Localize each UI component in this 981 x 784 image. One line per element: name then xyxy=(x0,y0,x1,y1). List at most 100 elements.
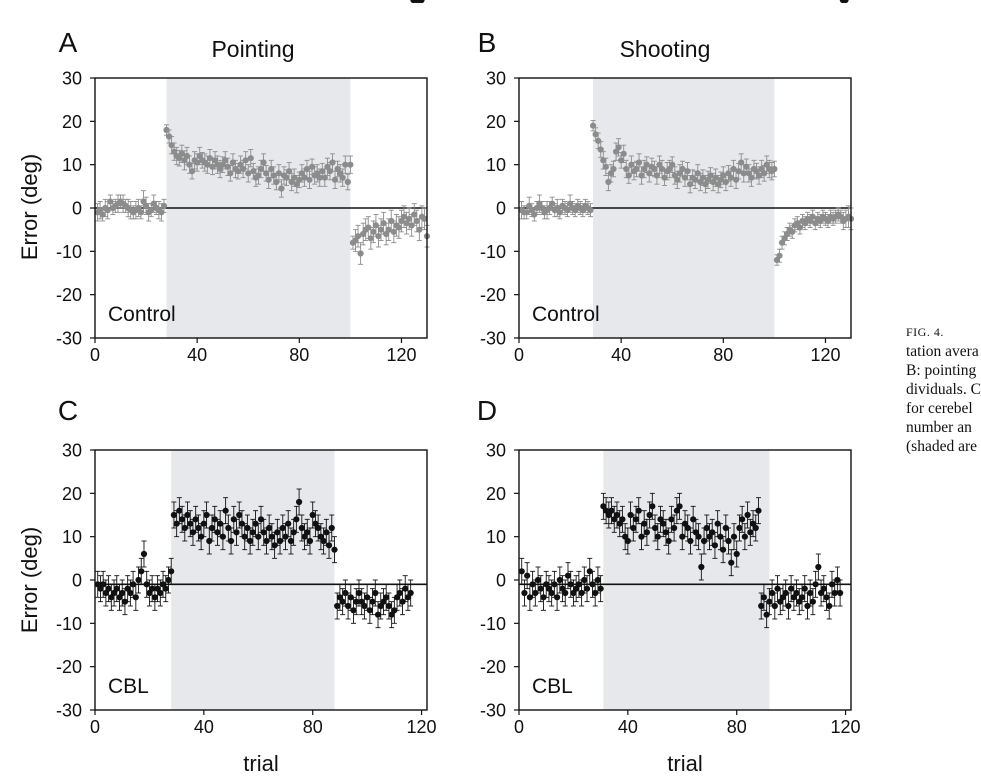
data-point xyxy=(168,142,175,149)
data-point xyxy=(635,159,643,166)
data-point xyxy=(230,516,237,523)
data-point xyxy=(250,168,257,175)
data-point xyxy=(789,228,796,235)
data-point xyxy=(549,200,556,207)
group-label: Control xyxy=(108,303,176,326)
data-point xyxy=(331,176,339,183)
data-point xyxy=(828,581,836,588)
data-point xyxy=(357,250,364,257)
data-point xyxy=(809,213,816,220)
data-point xyxy=(268,533,275,540)
data-point xyxy=(163,126,170,134)
data-point xyxy=(567,581,574,588)
data-point xyxy=(236,511,243,519)
data-point xyxy=(684,168,691,175)
x-tick-label: 80 xyxy=(289,345,309,365)
data-point xyxy=(329,159,336,166)
data-point xyxy=(553,594,561,601)
x-tick-label: 80 xyxy=(713,345,733,365)
y-tick-label: -20 xyxy=(56,657,82,677)
data-point xyxy=(651,165,658,173)
data-point xyxy=(763,611,770,618)
data-point xyxy=(646,511,653,519)
data-point xyxy=(361,602,368,610)
y-tick-label: -30 xyxy=(480,701,506,721)
caption-line-7: (shaded are xyxy=(906,438,977,455)
data-point xyxy=(244,524,251,532)
data-point xyxy=(638,533,645,540)
y-tick-label: 20 xyxy=(62,484,82,504)
data-point xyxy=(610,165,617,173)
data-point xyxy=(826,602,833,610)
data-point xyxy=(399,598,406,605)
data-point xyxy=(562,589,569,597)
data-point xyxy=(203,511,210,519)
data-point xyxy=(119,589,126,597)
y-tick-label: 10 xyxy=(486,155,506,175)
data-point xyxy=(233,529,240,536)
data-point xyxy=(304,529,311,536)
caption-line-2: tation avera xyxy=(906,343,979,360)
x-tick-label: 80 xyxy=(727,717,747,737)
data-point xyxy=(782,589,789,597)
data-point xyxy=(282,533,289,540)
data-point xyxy=(222,157,229,164)
data-point xyxy=(217,520,224,527)
y-tick-label: 20 xyxy=(486,112,506,132)
data-point xyxy=(225,524,232,532)
data-point xyxy=(350,607,357,614)
data-point xyxy=(628,161,635,168)
y-tick-label: 10 xyxy=(62,527,82,547)
data-point xyxy=(523,209,530,216)
panel-letter: B xyxy=(478,27,497,58)
data-point xyxy=(809,598,817,605)
data-point xyxy=(551,581,558,588)
data-point xyxy=(755,507,762,514)
data-point xyxy=(632,516,640,523)
data-point xyxy=(255,533,262,540)
data-point xyxy=(200,520,207,527)
panel-title: Shooting xyxy=(620,36,711,62)
data-point xyxy=(741,533,748,540)
data-point xyxy=(597,585,604,592)
perturbation-shading xyxy=(603,450,770,710)
y-axis-label: Error (deg) xyxy=(17,154,42,260)
data-point xyxy=(339,598,346,605)
data-point xyxy=(739,516,746,523)
data-point xyxy=(344,178,351,186)
data-point xyxy=(273,178,280,186)
data-point xyxy=(354,233,362,240)
data-point xyxy=(643,161,650,168)
data-point xyxy=(183,152,191,160)
data-point xyxy=(703,524,710,532)
data-point xyxy=(641,520,648,527)
data-point xyxy=(323,529,330,536)
data-point xyxy=(761,170,768,177)
data-point xyxy=(306,176,313,183)
data-point xyxy=(291,174,298,181)
x-tick-label: 40 xyxy=(611,345,631,365)
data-point xyxy=(815,563,822,571)
data-point xyxy=(158,209,165,216)
y-tick-label: -10 xyxy=(480,242,506,262)
data-point xyxy=(142,202,150,209)
data-point xyxy=(774,585,781,592)
data-point xyxy=(192,516,199,523)
data-point xyxy=(722,178,729,186)
data-point xyxy=(771,602,778,610)
data-point xyxy=(793,589,800,597)
data-point xyxy=(600,157,607,164)
data-point xyxy=(798,594,806,601)
data-point xyxy=(807,589,814,597)
data-point xyxy=(204,161,211,168)
perturbation-shading xyxy=(171,450,335,710)
data-point xyxy=(674,176,681,183)
data-point xyxy=(319,168,326,175)
data-point xyxy=(615,144,622,151)
data-point xyxy=(589,122,597,129)
data-point xyxy=(400,213,408,220)
data-point xyxy=(308,163,316,170)
data-point xyxy=(796,224,804,231)
data-point xyxy=(594,576,602,584)
data-point xyxy=(268,165,275,173)
